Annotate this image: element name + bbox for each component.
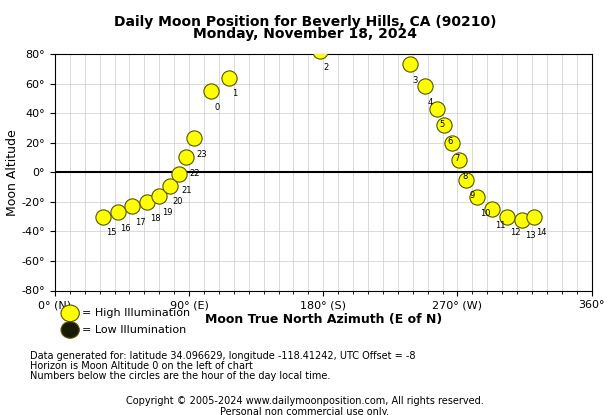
Point: [165, 182, 174, 189]
Point: [315, 48, 325, 54]
Text: 3: 3: [413, 76, 418, 85]
Text: 17: 17: [135, 218, 146, 227]
Text: = High Illumination: = High Illumination: [82, 308, 190, 318]
Text: 4: 4: [428, 98, 433, 107]
Point: [113, 209, 123, 215]
Text: Numbers below the circles are the hour of the day local time.: Numbers below the circles are the hour o…: [30, 371, 331, 381]
Point: [224, 74, 234, 81]
Text: 18: 18: [150, 214, 161, 222]
Text: 1: 1: [232, 89, 237, 98]
Text: 21: 21: [182, 186, 192, 195]
Point: [502, 213, 512, 220]
Point: [517, 216, 526, 223]
Point: [174, 171, 184, 177]
Text: 0: 0: [215, 103, 220, 112]
Text: 20: 20: [173, 198, 183, 206]
Text: 13: 13: [525, 231, 535, 240]
Y-axis label: Moon Altitude: Moon Altitude: [5, 129, 19, 216]
Point: [154, 193, 164, 199]
Text: Horizon is Moon Altitude 0 on the left of chart: Horizon is Moon Altitude 0 on the left o…: [30, 361, 253, 371]
Text: 11: 11: [495, 221, 505, 230]
Text: 15: 15: [106, 228, 116, 237]
Point: [529, 213, 539, 220]
Point: [405, 61, 415, 68]
Text: = Low Illumination: = Low Illumination: [82, 325, 187, 335]
Text: 9: 9: [470, 191, 475, 200]
Text: 22: 22: [189, 169, 199, 178]
Text: 10: 10: [480, 209, 490, 218]
Text: 23: 23: [196, 150, 207, 159]
Point: [462, 176, 472, 183]
Point: [181, 154, 191, 161]
Text: 12: 12: [510, 228, 520, 237]
Text: 2: 2: [323, 63, 329, 72]
Text: Personal non commercial use only.: Personal non commercial use only.: [220, 407, 390, 415]
Point: [454, 157, 464, 164]
Point: [487, 206, 497, 212]
Point: [98, 213, 107, 220]
Text: 5: 5: [440, 120, 445, 129]
Point: [143, 198, 152, 205]
Point: [472, 194, 482, 201]
Text: Monday, November 18, 2024: Monday, November 18, 2024: [193, 27, 417, 41]
Text: Copyright © 2005-2024 www.dailymoonposition.com, All rights reserved.: Copyright © 2005-2024 www.dailymoonposit…: [126, 396, 484, 406]
Text: Data generated for: latitude 34.096629, longitude -118.41242, UTC Offset = -8: Data generated for: latitude 34.096629, …: [30, 351, 416, 361]
Text: Daily Moon Position for Beverly Hills, CA (90210): Daily Moon Position for Beverly Hills, C…: [113, 15, 497, 29]
Point: [420, 83, 429, 90]
Text: 19: 19: [162, 208, 173, 217]
Text: 16: 16: [121, 224, 131, 233]
X-axis label: Moon True North Azimuth (E of N): Moon True North Azimuth (E of N): [205, 313, 442, 326]
Point: [127, 203, 137, 210]
Point: [439, 122, 449, 128]
Text: 7: 7: [454, 154, 460, 164]
Point: [188, 135, 198, 142]
Text: 14: 14: [537, 228, 547, 237]
Point: [432, 105, 442, 112]
Point: [207, 88, 217, 94]
Text: 6: 6: [447, 137, 453, 146]
Text: 8: 8: [462, 172, 467, 181]
Point: [447, 139, 456, 146]
